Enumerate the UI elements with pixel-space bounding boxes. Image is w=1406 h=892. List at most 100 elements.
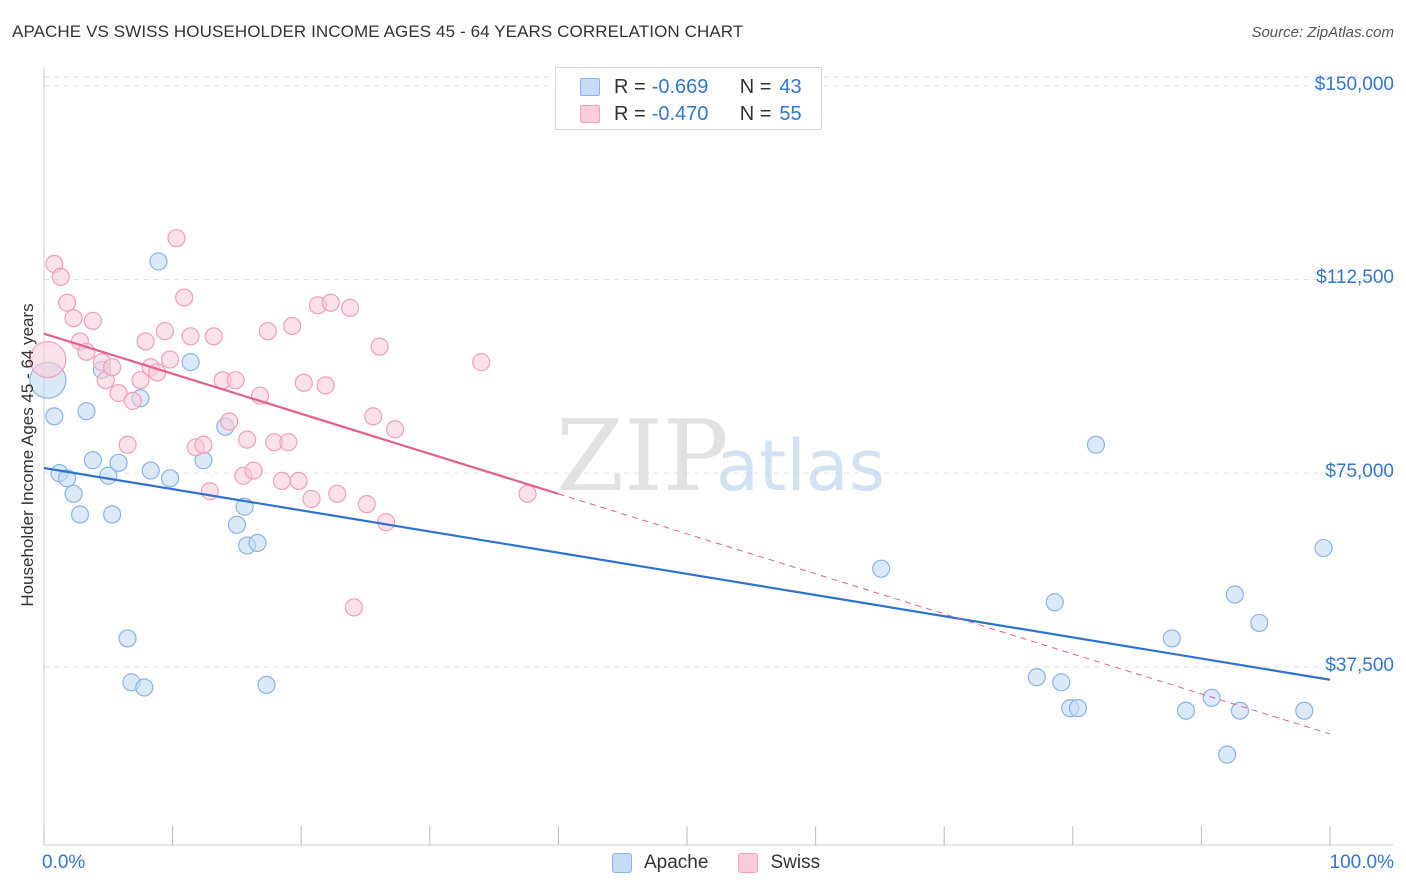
apache-point — [1086, 435, 1106, 454]
apache-point — [160, 469, 180, 488]
swiss-point — [167, 229, 186, 248]
n-label: N = — [739, 75, 772, 98]
swiss-point — [518, 484, 537, 503]
apache-point — [1162, 629, 1181, 648]
swiss-point — [370, 337, 389, 356]
swiss-point — [302, 489, 321, 509]
stats-legend: R = -0.669 N = 43 R = -0.470 N = 55 — [555, 67, 822, 130]
swiss-point — [131, 371, 150, 390]
apache-point — [58, 469, 77, 488]
n-value: 55 — [779, 102, 802, 125]
swiss-point — [194, 435, 213, 454]
apache-point — [141, 461, 160, 480]
swiss-point — [283, 316, 302, 336]
swiss-point — [321, 293, 340, 312]
apache-point — [1250, 613, 1269, 633]
swiss-point — [160, 350, 180, 369]
r-label: R = — [614, 102, 646, 125]
stats-row-swiss: R = -0.470 N = 55 — [580, 103, 802, 125]
legend-label-apache: Apache — [644, 852, 709, 873]
swiss-point — [64, 309, 83, 328]
apache-point — [1218, 745, 1237, 764]
swiss-point — [294, 373, 313, 392]
swiss-point — [472, 353, 491, 372]
swiss-point — [344, 598, 364, 617]
swiss-point — [340, 298, 360, 317]
apache-point — [872, 559, 891, 578]
x-tick-label-left: 0.0% — [42, 852, 86, 873]
apache-point — [1027, 668, 1046, 687]
y-tick-label-37500: $37,500 — [1325, 654, 1394, 676]
apache-point — [83, 451, 102, 470]
apache-point — [1225, 585, 1244, 604]
swiss-point — [244, 461, 263, 480]
swiss-point — [29, 340, 67, 379]
x-tick-label-right: 100.0% — [1329, 852, 1394, 873]
apache-legend-swatch — [612, 853, 632, 873]
n-value: 43 — [779, 75, 802, 98]
apache-point — [227, 515, 246, 534]
chart-title: APACHE VS SWISS HOUSEHOLDER INCOME AGES … — [12, 22, 744, 41]
y-axis-title: Householder Income Ages 45 - 64 years — [18, 303, 37, 607]
swiss-point — [258, 322, 277, 341]
swiss-point — [385, 420, 405, 439]
swiss-trend-line — [43, 332, 559, 495]
swiss-point — [83, 311, 102, 330]
y-tick-label-150000: $150,000 — [1314, 73, 1394, 95]
swiss-point — [376, 513, 396, 532]
apache-point — [109, 453, 128, 472]
r-value: -0.470 — [651, 102, 709, 125]
apache-point — [257, 675, 276, 695]
apache-point — [248, 533, 267, 552]
swiss-point — [289, 471, 308, 491]
swiss-point — [364, 407, 383, 426]
swiss-point — [220, 412, 239, 431]
apache-point — [181, 353, 200, 372]
swiss-point — [118, 435, 137, 454]
legend-item-swiss[interactable]: Swiss — [738, 852, 820, 874]
swiss-point — [51, 267, 70, 287]
swiss-point — [357, 495, 376, 514]
y-tick-label-112500: $112,500 — [1316, 267, 1394, 289]
apache-point — [1295, 701, 1314, 720]
swiss-point — [279, 433, 298, 452]
swiss-swatch — [580, 105, 600, 123]
swiss-point — [103, 358, 122, 377]
apache-point — [135, 678, 154, 697]
apache-point — [1202, 688, 1221, 707]
legend-item-apache[interactable]: Apache — [612, 852, 708, 874]
r-label: R = — [614, 75, 646, 98]
apache-point — [1314, 538, 1333, 558]
apache-point — [1052, 673, 1071, 692]
apache-point — [1176, 701, 1196, 720]
swiss-point — [136, 332, 155, 351]
apache-point — [1045, 593, 1064, 612]
apache-swatch — [580, 78, 600, 96]
r-value: -0.669 — [651, 75, 709, 98]
swiss-point — [226, 371, 245, 390]
apache-point — [103, 505, 122, 524]
apache-point — [149, 252, 168, 271]
source-label: Source: ZipAtlas.com — [1251, 24, 1394, 41]
swiss-point — [272, 471, 292, 491]
watermark-atlas: atlas — [716, 425, 885, 507]
n-label: N = — [739, 102, 772, 125]
swiss-point — [328, 484, 347, 503]
apache-point — [64, 484, 83, 503]
swiss-point — [109, 384, 128, 403]
apache-point — [77, 402, 96, 421]
y-tick-label-75000: $75,000 — [1325, 461, 1394, 483]
apache-point — [70, 505, 90, 524]
swiss-point — [175, 288, 194, 307]
stats-row-apache: R = -0.669 N = 43 — [580, 76, 802, 98]
swiss-point — [204, 327, 223, 346]
swiss-point — [316, 376, 335, 395]
apache-point — [118, 629, 137, 648]
swiss-point — [123, 391, 142, 410]
swiss-point — [238, 430, 257, 449]
swiss-trend-extension — [558, 493, 1331, 735]
watermark-zip: ZIP — [556, 400, 729, 514]
swiss-point — [155, 322, 174, 341]
series-legend: Apache Swiss — [612, 852, 850, 874]
